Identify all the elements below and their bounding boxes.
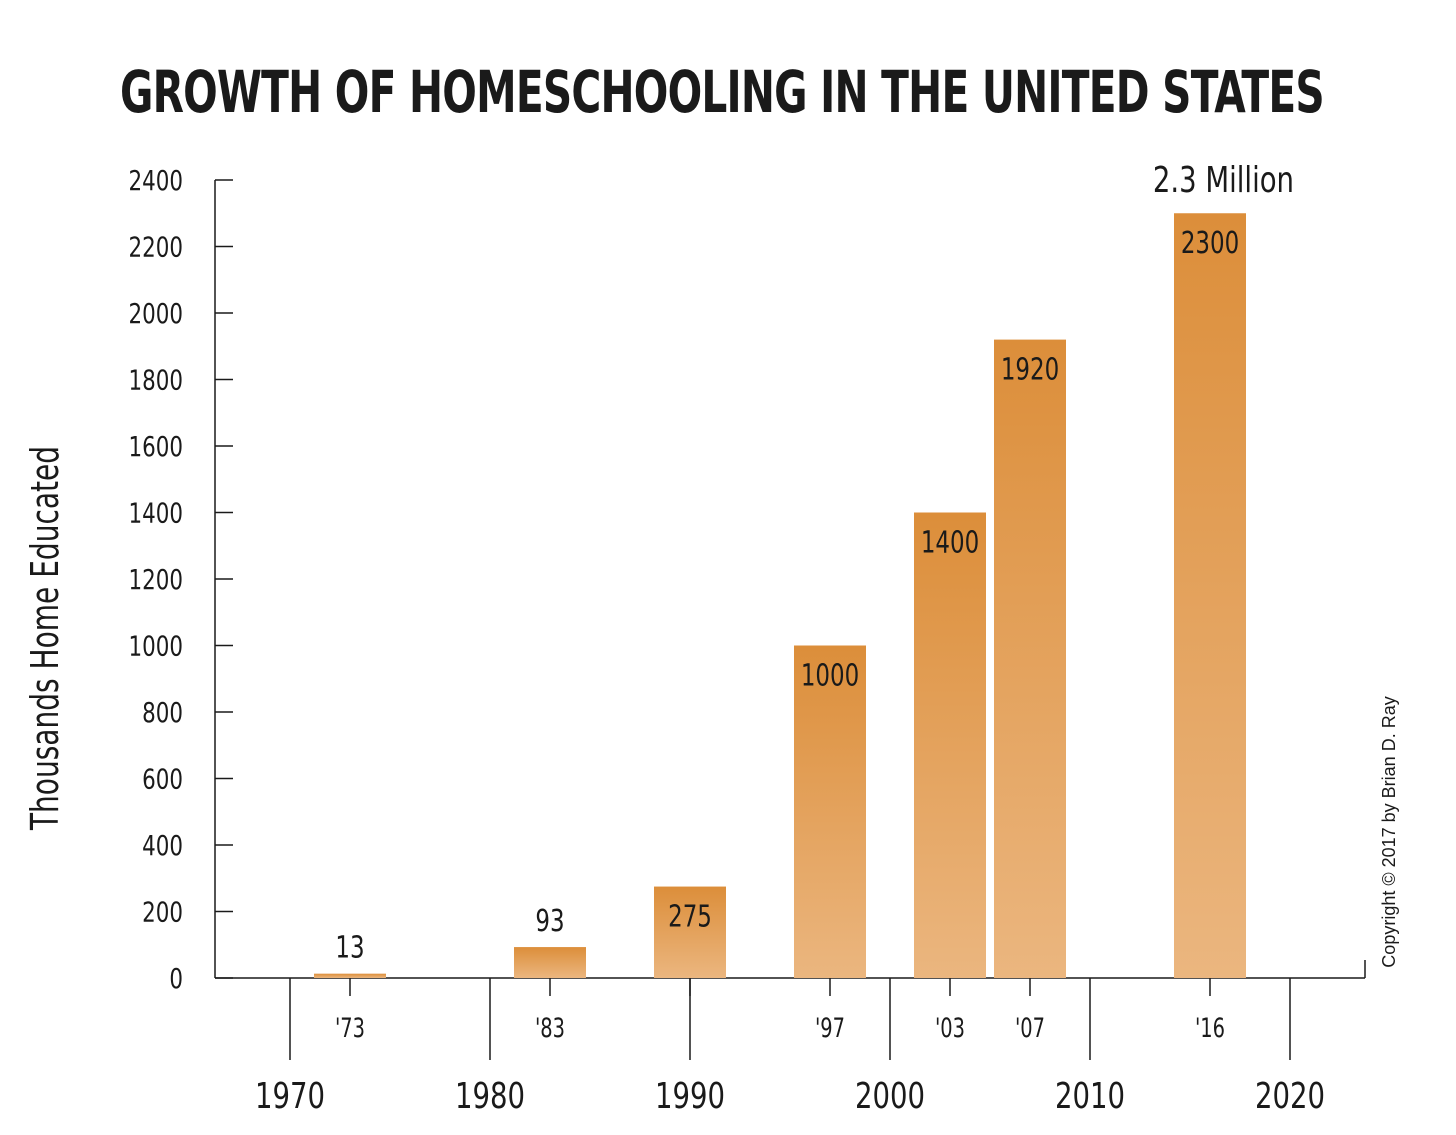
data-label: 13 (335, 930, 364, 966)
y-axis: 0 200 400 600 800 1000 1200 1400 1600 1800 2000 220… (129, 165, 233, 996)
copyright-note: Copyright © 2017 by Brian D. Ray (1379, 696, 1399, 967)
y-tick-label: 400 (142, 830, 183, 862)
data-label: 1920 (1001, 352, 1059, 388)
y-tick-label: 2400 (129, 165, 183, 197)
bar-year-label: '97 (815, 1012, 845, 1044)
y-tick-label: 1600 (129, 431, 183, 463)
y-tick-label: 800 (142, 697, 183, 729)
x-decade-label: 2010 (1055, 1075, 1125, 1117)
bar-year-label: '73 (335, 1012, 365, 1044)
y-tick-label: 2200 (129, 232, 183, 264)
bar (1174, 213, 1246, 978)
y-tick-label: 1000 (129, 631, 183, 663)
y-tick-label: 1400 (129, 498, 183, 530)
y-tick-label: 1800 (129, 365, 183, 397)
y-axis-title: Thousands Home Educated (24, 446, 68, 831)
x-decade-label: 1990 (655, 1075, 725, 1117)
data-labels: 13 93 275 1000 1400 1920 2300 (335, 225, 1239, 965)
x-decade-label: 2000 (855, 1075, 925, 1117)
bars (314, 213, 1246, 979)
bar (654, 886, 726, 978)
x-axis: 1970 1980 1990 2000 2010 2020 '73 '83 '97 '03 '07 '… (215, 960, 1366, 1117)
bar (994, 339, 1066, 979)
x-decade-label: 1980 (455, 1075, 525, 1117)
bar-year-label: '07 (1015, 1012, 1045, 1044)
bar-year-label: '83 (535, 1012, 565, 1044)
bar-year-label: '16 (1195, 1012, 1225, 1044)
total-annotation: 2.3 Million (1153, 159, 1294, 201)
y-tick-label: 2000 (129, 298, 183, 330)
data-label: 1400 (921, 524, 979, 560)
data-label: 1000 (801, 657, 859, 693)
data-label: 2300 (1181, 225, 1239, 261)
data-label: 275 (668, 899, 712, 935)
x-decade-label: 2020 (1255, 1075, 1325, 1117)
y-tick-label: 600 (142, 764, 183, 796)
bar (914, 512, 986, 978)
chart-title: GROWTH OF HOMESCHOOLING IN THE UNITED ST… (120, 58, 1325, 126)
bar-year-label: '03 (935, 1012, 965, 1044)
y-tick-label: 0 (169, 963, 183, 995)
y-tick-label: 1200 (129, 564, 183, 596)
y-tick-label: 200 (142, 897, 183, 929)
x-decade-label: 1970 (255, 1075, 325, 1117)
bar (314, 973, 386, 978)
bar (514, 947, 586, 978)
data-label: 93 (535, 903, 564, 939)
bar (794, 645, 866, 978)
